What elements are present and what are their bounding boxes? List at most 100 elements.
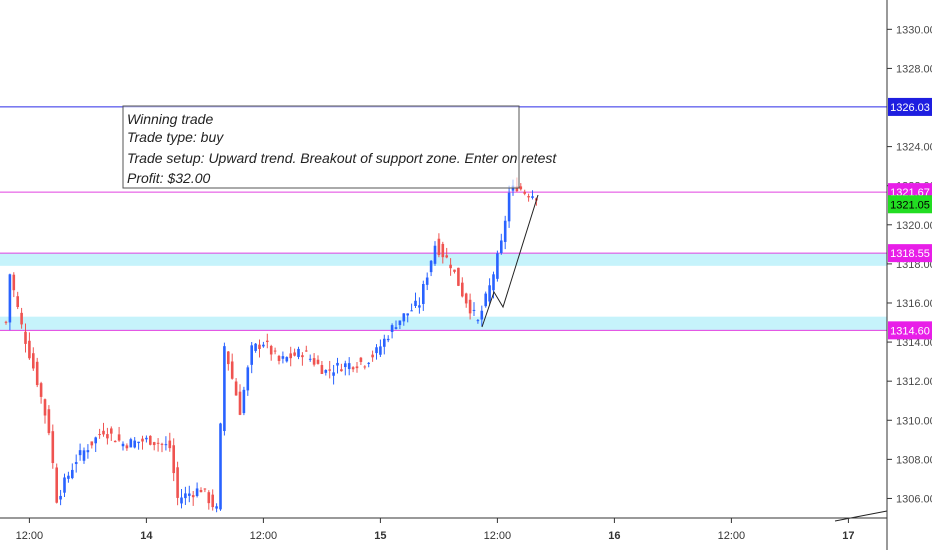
candle-body (363, 366, 367, 368)
candle-body (191, 495, 195, 498)
candle-body (519, 186, 523, 190)
candle-body (425, 277, 429, 285)
candle-body (215, 506, 218, 509)
candle-body (250, 345, 253, 365)
candle-body (472, 309, 476, 311)
candle-body (316, 359, 320, 364)
candle-body (78, 450, 82, 456)
candle-body (145, 437, 148, 440)
candle-body (371, 354, 374, 358)
candle-body (406, 313, 409, 316)
annotation-line-4: Profit: $32.00 (127, 170, 210, 186)
annotation-box (122, 105, 520, 189)
candle-body (86, 450, 90, 453)
candle-body (324, 369, 328, 373)
candle-body (24, 331, 27, 344)
price-tag (888, 321, 932, 340)
candle-body (320, 365, 324, 375)
x-tick-label: 17 (842, 530, 854, 542)
y-tick-label: 1330.00 (896, 24, 932, 36)
candle-body (188, 493, 191, 496)
candle-body (207, 492, 211, 504)
y-tick-label: 1308.00 (896, 454, 932, 466)
y-tick-label: 1310.00 (896, 415, 932, 427)
candle-body (398, 320, 402, 326)
candle-body (176, 467, 179, 498)
candle-body (258, 344, 261, 349)
y-tick-label: 1324.00 (896, 142, 932, 154)
candle-body (496, 253, 499, 279)
candle-body (110, 428, 113, 434)
candle-body (527, 196, 530, 198)
candle-body (394, 327, 398, 329)
candle-body (269, 345, 273, 355)
candle-body (106, 434, 109, 439)
x-tick-label: 14 (140, 530, 153, 542)
time-axis[interactable]: 12:00 14 12:00 15 12:00 16 12:00 17 (16, 518, 855, 542)
price-tag-label: 1321.05 (890, 199, 930, 211)
candle-body (32, 353, 35, 369)
candle-body (12, 274, 16, 291)
price-axis[interactable]: 1306.00 1308.00 1310.00 1312.00 1314.00 1316.… (887, 24, 932, 505)
candle-body (461, 282, 464, 297)
annotation-line-1: Winning trade (127, 111, 213, 127)
trend-line-fragment (834, 510, 888, 522)
candle-body (503, 220, 507, 242)
candle-body (410, 310, 413, 312)
y-tick-label: 1316.00 (896, 298, 932, 310)
candle-body (223, 346, 226, 432)
candle-body (125, 445, 129, 449)
candle-body (113, 440, 117, 443)
candle-body (141, 438, 144, 442)
projection-line (481, 194, 539, 328)
support-zone (0, 253, 887, 266)
candle-body (445, 255, 448, 258)
trend-drawing (481, 194, 888, 522)
candle-body (4, 321, 8, 323)
candle-body (367, 362, 370, 364)
candle-body (16, 296, 19, 307)
trade-annotation[interactable]: Winning trade Trade type: buy Trade setu… (122, 105, 557, 189)
candle-body (441, 243, 445, 258)
candle-body (285, 357, 289, 362)
candle-body (340, 369, 343, 372)
candle-body (437, 238, 441, 256)
candle-body (168, 440, 172, 449)
candle-body (312, 358, 316, 365)
candle-body (301, 355, 304, 358)
x-tick-label: 16 (608, 530, 620, 542)
candle-body (359, 357, 363, 362)
candle-body (390, 325, 394, 332)
candle-body (102, 430, 105, 435)
candle-body (152, 442, 156, 446)
price-tag-label: 1318.55 (890, 248, 930, 260)
candle-body (433, 245, 437, 264)
candle-body (289, 353, 292, 359)
candle-body (351, 367, 355, 370)
candle-body (20, 312, 23, 325)
candle-body (230, 361, 234, 379)
candle-body (507, 192, 511, 222)
candle-body (195, 488, 199, 496)
candle-body (484, 293, 487, 307)
candle-body (347, 363, 351, 370)
candle-body (449, 264, 452, 269)
candle-body (51, 431, 55, 464)
candle-body (219, 423, 222, 510)
y-tick-label: 1306.00 (896, 493, 932, 505)
candle-body (90, 441, 94, 446)
candle-body (308, 358, 312, 360)
candle-body (164, 444, 168, 446)
candle-body (414, 300, 417, 306)
candle-body (476, 320, 480, 322)
candle-body (172, 445, 175, 474)
x-tick-label: 12:00 (16, 530, 44, 542)
y-tick-label: 1320.00 (896, 220, 932, 232)
x-tick-label: 12:00 (250, 530, 278, 542)
support-zones (0, 253, 887, 331)
candle-body (297, 348, 300, 357)
candle-body (238, 391, 242, 415)
candle-body (328, 369, 331, 371)
